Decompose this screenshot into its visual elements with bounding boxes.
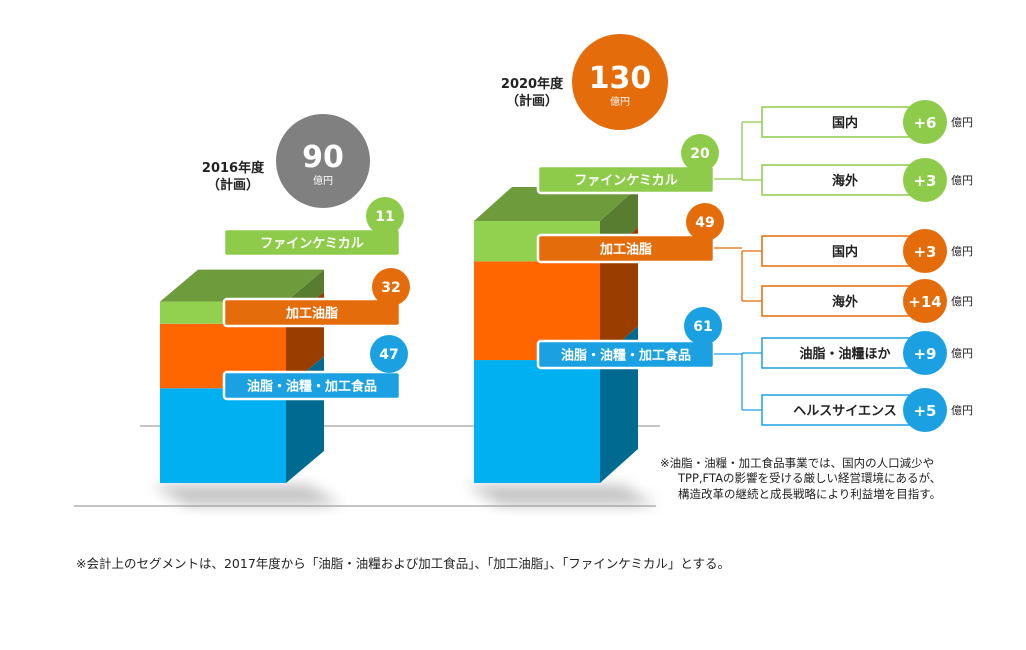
breakdown-delta: +9 bbox=[913, 345, 936, 363]
breakdown-unit: 億円 bbox=[951, 404, 973, 417]
segment-value-badge bbox=[366, 197, 404, 235]
segment-label: 加工油脂 bbox=[285, 306, 338, 322]
year-sublabel: （計画） bbox=[506, 93, 558, 109]
bar-top-face bbox=[160, 269, 324, 302]
note-right-line-2: TPP,FTAの影響を受ける厳しい経営環境にあるが、 bbox=[677, 471, 941, 485]
segment-value: 61 bbox=[693, 319, 712, 335]
total-unit: 億円 bbox=[313, 174, 333, 187]
breakdown-unit: 億円 bbox=[951, 347, 973, 360]
bar-segment-front bbox=[474, 360, 600, 483]
breakdown-delta-badge bbox=[903, 100, 947, 144]
segment-value-badge bbox=[684, 307, 722, 345]
breakdown-unit: 億円 bbox=[951, 295, 973, 308]
breakdown-delta-badge bbox=[903, 279, 947, 323]
breakdown-delta: +14 bbox=[908, 293, 941, 311]
breakdown-item-label: ヘルスサイエンス bbox=[793, 404, 897, 419]
segment-value: 11 bbox=[375, 209, 394, 225]
breakdown-delta-badge bbox=[903, 229, 947, 273]
segment-value: 32 bbox=[381, 280, 400, 296]
breakdown-delta: +3 bbox=[913, 243, 936, 261]
breakdown-item-box bbox=[761, 285, 929, 317]
breakdown-item-box bbox=[761, 106, 929, 138]
segment-label-box bbox=[222, 227, 402, 258]
breakdown-item-box bbox=[761, 164, 929, 196]
breakdown-delta: +5 bbox=[913, 402, 936, 420]
breakdown-unit: 億円 bbox=[951, 245, 973, 258]
segment-value: 20 bbox=[690, 146, 710, 162]
segment-value: 49 bbox=[695, 215, 714, 231]
breakdown-connector bbox=[714, 352, 762, 411]
breakdown-item-box bbox=[761, 394, 929, 426]
bar-shadow bbox=[466, 485, 656, 505]
total-circle bbox=[572, 34, 668, 130]
total-value: 130 bbox=[589, 61, 652, 96]
bar-top-face bbox=[474, 187, 638, 221]
segment-value-badge bbox=[681, 134, 719, 172]
bar-shadow bbox=[152, 485, 342, 505]
segment-value-badge bbox=[372, 268, 410, 306]
breakdown-item-label: 海外 bbox=[832, 294, 858, 310]
breakdown-item-label: 国内 bbox=[832, 115, 858, 131]
segment-label-box bbox=[222, 297, 402, 328]
year-label: 2020年度 bbox=[501, 76, 564, 92]
note-right-line-3: 構造改革の継続と成長戦略により利益増を目指す。 bbox=[678, 487, 941, 501]
total-value: 90 bbox=[302, 140, 344, 175]
note-bottom: ※会計上のセグメントは、2017年度から「油脂・油糧および加工食品」、「加工油脂… bbox=[76, 556, 730, 571]
segment-label: ファインケミカル bbox=[260, 237, 364, 252]
segment-label-box bbox=[222, 370, 402, 401]
breakdown-delta-badge bbox=[903, 158, 947, 202]
total-unit: 億円 bbox=[610, 95, 630, 108]
year-label: 2016年度 bbox=[202, 160, 265, 176]
segment-label: ファインケミカル bbox=[574, 174, 678, 189]
breakdown-delta-badge bbox=[903, 331, 947, 375]
breakdown-item-box bbox=[761, 235, 929, 267]
segment-label: 油脂・油糧・加工食品 bbox=[561, 348, 691, 364]
breakdown-connector bbox=[714, 247, 762, 302]
breakdown-delta: +3 bbox=[913, 172, 936, 190]
segment-label: 加工油脂 bbox=[599, 242, 652, 258]
total-circle bbox=[276, 114, 370, 208]
bar-segment-front bbox=[160, 388, 286, 483]
breakdown-item-label: 油脂・油糧ほか bbox=[799, 346, 890, 362]
breakdown-delta-badge bbox=[903, 388, 947, 432]
breakdown-connector bbox=[714, 121, 762, 181]
segment-value: 47 bbox=[379, 347, 398, 363]
segment-label: 油脂・油糧・加工食品 bbox=[247, 379, 377, 395]
breakdown-item-label: 国内 bbox=[832, 244, 858, 260]
breakdown-unit: 億円 bbox=[951, 116, 973, 129]
breakdown-item-label: 海外 bbox=[832, 173, 858, 189]
segment-value-badge bbox=[686, 203, 724, 241]
breakdown-delta: +6 bbox=[913, 114, 936, 132]
note-right-line-1: ※油脂・油糧・加工食品事業では、国内の人口減少や bbox=[660, 456, 934, 470]
year-sublabel: （計画） bbox=[207, 177, 259, 193]
segment-value-badge bbox=[370, 335, 408, 373]
breakdown-unit: 億円 bbox=[951, 174, 973, 187]
